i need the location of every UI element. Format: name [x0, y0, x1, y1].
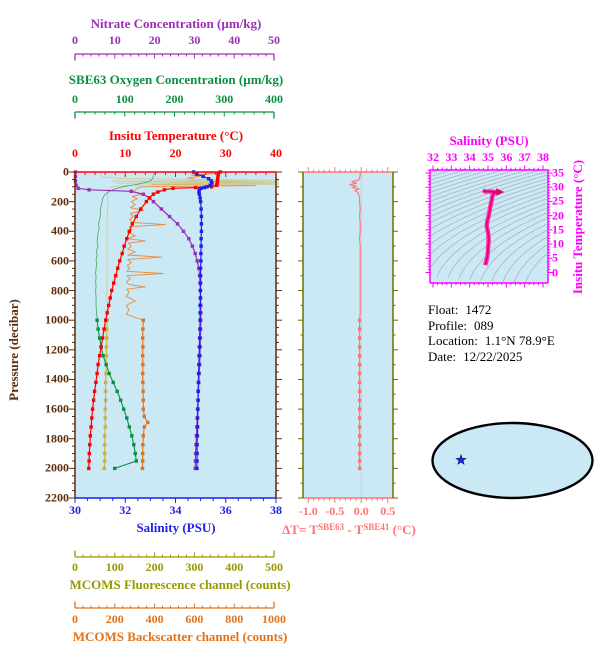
location-row: Location: 1.1°N 78.9°E — [428, 333, 555, 349]
float-id-value: 1472 — [465, 302, 492, 317]
map-ocean — [431, 421, 594, 500]
profile-number-value: 089 — [474, 317, 494, 333]
float-id-row: Float: 1472 — [428, 302, 555, 318]
world-map — [431, 421, 594, 500]
axes-layer — [69, 53, 553, 609]
location-label: Location: — [428, 333, 478, 348]
profile-number-row: Profile: 089 — [428, 318, 555, 334]
date-label: Date: — [428, 348, 457, 364]
date-value: 12/22/2025 — [463, 348, 523, 364]
location-value: 1.1°N 78.9°E — [484, 333, 555, 348]
float-location-marker — [455, 453, 467, 465]
charts-layer — [69, 53, 553, 609]
float-id-label: Float: — [428, 302, 459, 317]
profile-number-label: Profile: — [428, 317, 467, 333]
float-info-block: Float: 1472 Profile: 089 Location: 1.1°N 78… — [428, 302, 555, 364]
ts-curve-arrowhead — [496, 188, 505, 196]
date-row: Date: 12/22/2025 — [428, 349, 555, 365]
